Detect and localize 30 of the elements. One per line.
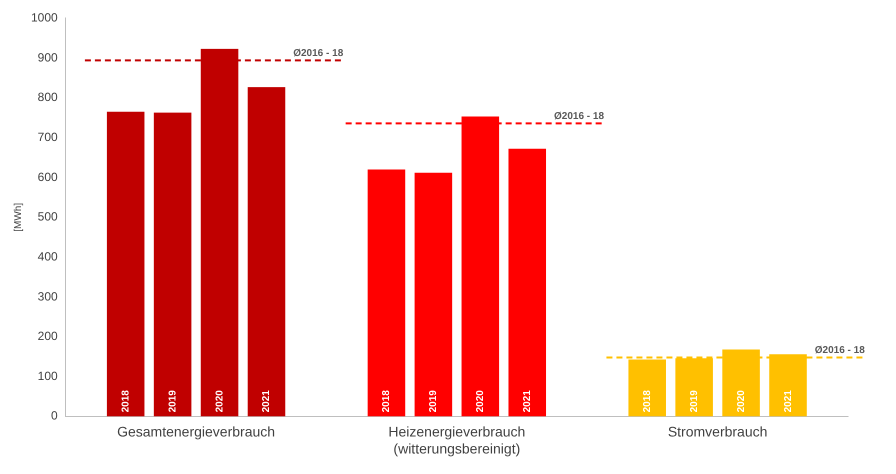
text: 2021 xyxy=(782,390,794,412)
x-tick-label: Gesamtenergieverbrauch xyxy=(117,424,276,440)
text: 2020 xyxy=(736,390,747,412)
y-tick-label: 100 xyxy=(38,368,58,383)
y-tick-label: 900 xyxy=(38,50,58,64)
y-tick-label: 600 xyxy=(38,170,58,184)
text: 2019 xyxy=(688,390,700,412)
ref-line-label: Ø2016 - 18 xyxy=(814,345,866,356)
y-tick-label: 300 xyxy=(38,289,58,304)
y-tick-label: 1000 xyxy=(30,10,58,25)
ref-line-label: Ø2016 - 18 xyxy=(293,48,344,60)
series-label: 2021 xyxy=(261,390,272,412)
y-tick-label: 500 xyxy=(38,210,58,224)
text: 2020 xyxy=(475,390,486,412)
y-tick-label: 800 xyxy=(38,90,58,104)
text: 2021 xyxy=(522,390,534,412)
series-label: 2018 xyxy=(120,390,132,412)
series-label: 2019 xyxy=(167,390,178,412)
y-tick-label: 200 xyxy=(38,329,58,344)
text: 2018 xyxy=(642,390,653,412)
x-tick-label: Stromverbrauch xyxy=(668,424,768,440)
text: 2019 xyxy=(428,390,440,412)
y-tick-label: 0 xyxy=(51,408,58,423)
x-tick-label: Heizenergieverbrauch (witterungsbereinigt) xyxy=(388,424,526,456)
text: 2018 xyxy=(381,390,392,412)
y-tick-label: 400 xyxy=(38,249,58,264)
y-tick-label: 700 xyxy=(38,130,58,144)
series-label: 2020 xyxy=(214,390,226,412)
ref-line-label: Ø2016 - 18 xyxy=(554,111,604,122)
y-axis-title: [MWh] xyxy=(12,202,24,232)
